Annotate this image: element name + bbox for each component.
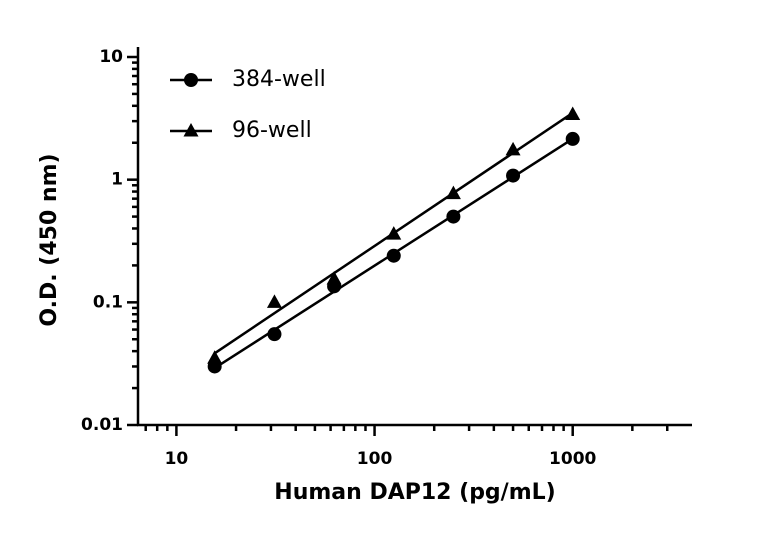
- circle-marker: [506, 168, 521, 183]
- x-axis-title: Human DAP12 (pg/mL): [274, 480, 555, 505]
- x-tick-label: 10: [165, 449, 189, 469]
- triangle-marker: [207, 350, 223, 364]
- x-tick-label: 100: [357, 449, 393, 469]
- triangle-marker: [505, 141, 521, 156]
- triangle-marker: [445, 185, 461, 200]
- circle-marker: [184, 73, 198, 87]
- circle-marker: [267, 327, 282, 342]
- circle-marker: [565, 131, 580, 146]
- triangle-marker: [183, 123, 199, 137]
- y-tick-label: 10: [99, 47, 123, 67]
- triangle-marker: [266, 294, 282, 308]
- y-tick-label: 0.01: [81, 415, 123, 435]
- y-tick-label: 1: [111, 170, 123, 190]
- legend-label: 384-well: [232, 67, 326, 92]
- triangle-marker: [326, 270, 342, 285]
- x-tick-label: 1000: [549, 449, 596, 469]
- y-tick-label: 0.1: [93, 292, 123, 312]
- legend-label: 96-well: [232, 118, 312, 143]
- triangle-marker: [565, 106, 581, 120]
- y-axis-title: O.D. (450 nm): [37, 153, 62, 326]
- triangle-marker: [386, 226, 402, 240]
- circle-marker: [446, 209, 461, 224]
- circle-marker: [386, 248, 401, 263]
